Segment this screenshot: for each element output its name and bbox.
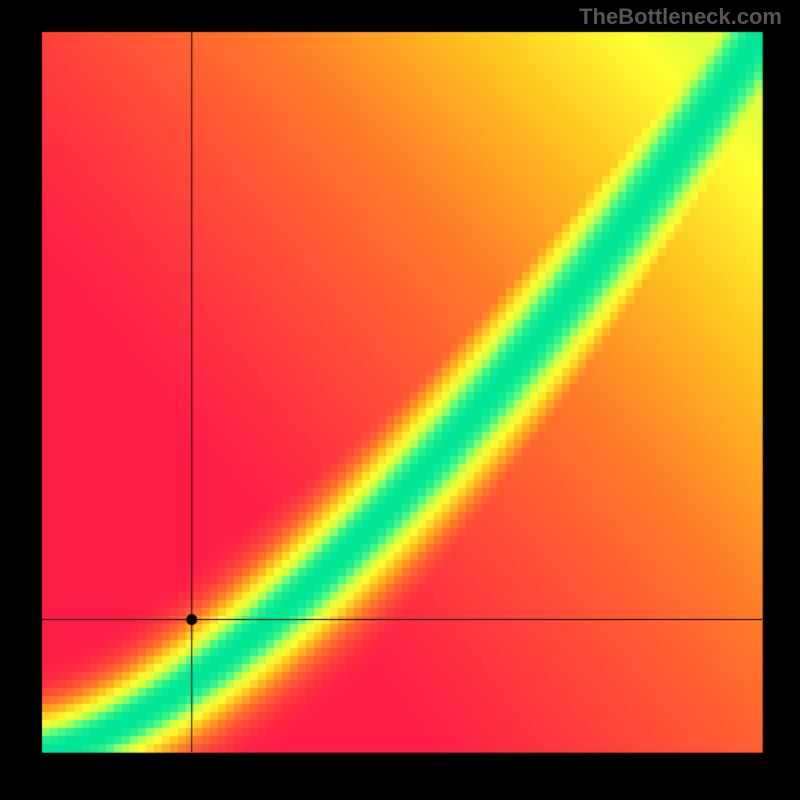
heatmap-canvas [0, 0, 800, 800]
watermark-label: TheBottleneck.com [579, 4, 782, 30]
chart-container: TheBottleneck.com [0, 0, 800, 800]
